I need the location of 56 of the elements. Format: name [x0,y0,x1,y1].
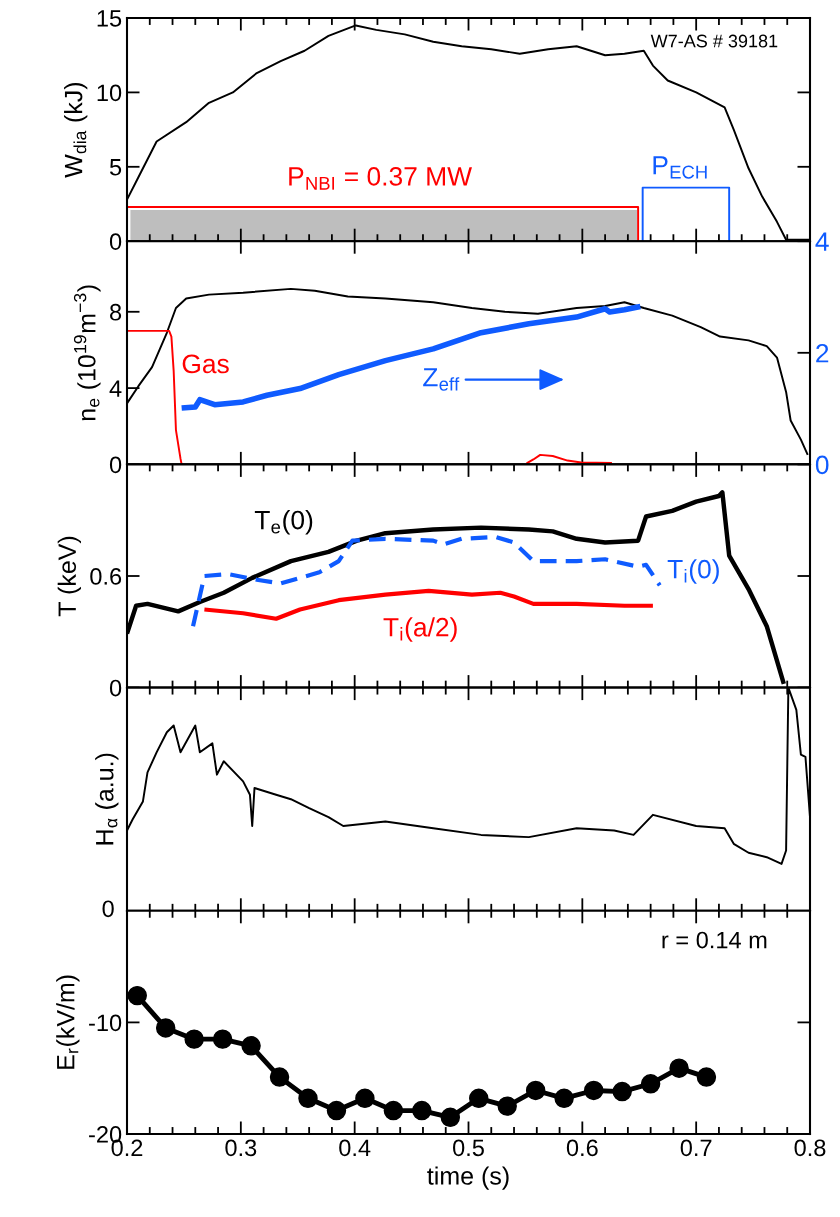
x-axis-title: time (s) [427,1166,509,1190]
x-tick-label: 0.3 [225,1139,257,1157]
y-axis-title: H$_{α}$ (a.u.) [95,753,119,845]
point [669,1058,689,1078]
point [241,1036,261,1056]
point [412,1100,432,1121]
point [525,1080,546,1101]
point [696,1067,717,1087]
point [640,1074,661,1094]
point [298,1088,318,1109]
y-axis-title: E$_{r}$(kV/m) [56,975,80,1069]
point [212,1029,233,1049]
y-tick-label: 8 [110,303,122,321]
y-tick-label: 10 [97,84,122,102]
y-tick-label: 4 [109,380,122,397]
point [269,1067,290,1087]
x-tick-label: 0.6 [566,1139,598,1157]
y-axis-title: n$_{e}$ (10$^{19}$m$^{−3}$) [73,285,101,421]
y-tick-label: 0 [109,679,122,697]
y2-tick-label: 0 [815,455,829,475]
annotation: W7-AS # 39181 [650,34,778,48]
point [469,1088,489,1109]
y-tick-label: 15 [97,10,122,27]
point [355,1088,375,1109]
point [497,1096,517,1116]
point [583,1080,604,1101]
y-tick-label: 0.6 [90,568,122,585]
y2-tick-label: 4 [815,232,829,251]
y-axis-title: T (keV) [57,536,81,617]
point [383,1100,404,1121]
legend-label: Z$_{eff}$ [423,368,460,391]
x-tick-label: 0.8 [794,1139,826,1157]
series-label: T$_{i}$(a/2) [383,617,457,642]
point [326,1100,347,1121]
x-tick-label: 0.5 [453,1139,484,1157]
point [184,1029,204,1049]
x-tick-label: 0.4 [339,1139,371,1157]
series-label: Gas [182,354,229,374]
line-series [127,287,809,456]
series-label: T$_{e}$(0) [254,510,313,535]
x-tick-label: 0.7 [680,1139,712,1157]
series-label: T$_{i}$(0) [667,559,719,584]
point [155,1018,176,1038]
y-tick-label: 0 [109,233,122,250]
series-label: P$_{ECH}$ [653,156,707,179]
y-axis-title: W$_{dia}$ (kJ) [64,82,88,178]
point [127,985,147,1006]
y-tick-label: 5 [109,159,122,176]
annotation: r = 0.14 m [662,931,767,949]
point [554,1088,574,1109]
point [612,1081,632,1102]
y-tick-label: 0 [109,456,122,474]
point [440,1107,461,1127]
y-tick-label: -10 [89,1014,122,1032]
series-label: P$_{NBI}$ = 0.37 MW [289,167,472,190]
y2-tick-label: 2 [816,343,829,363]
